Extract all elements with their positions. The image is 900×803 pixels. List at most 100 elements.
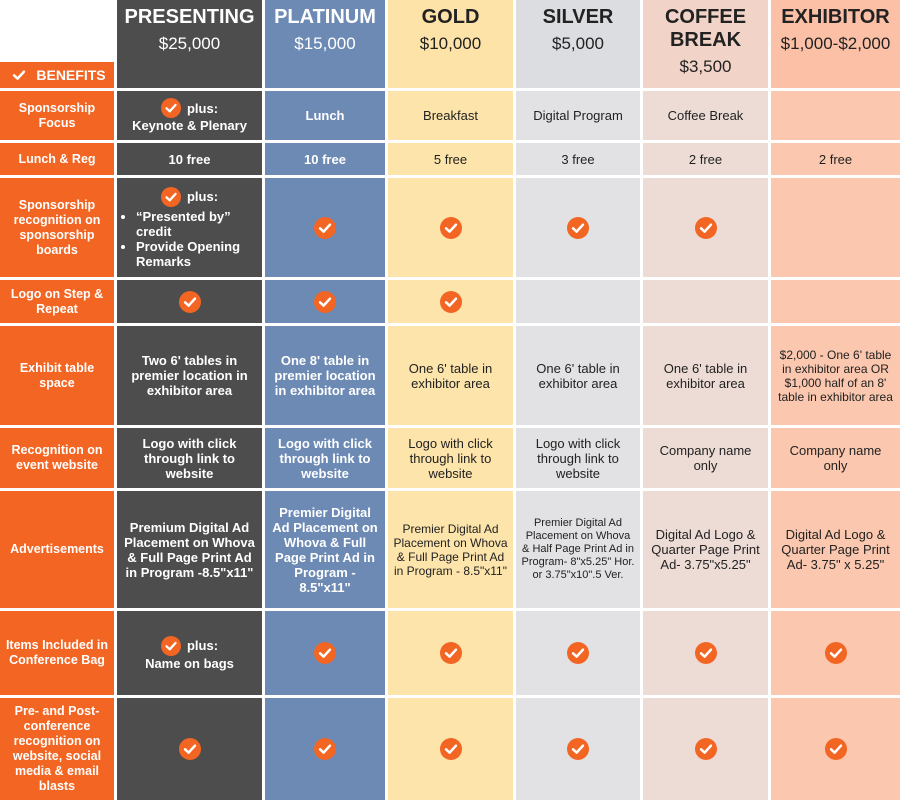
benefits-row: BENEFITS [8, 64, 106, 86]
benefits-header: BENEFITS [0, 62, 114, 88]
cell: Logo with click through link to website [516, 428, 640, 488]
row-label: Exhibit table space [0, 326, 114, 425]
cell-text: plus: [186, 100, 219, 116]
column-header: SILVER $5,000 [516, 0, 640, 88]
cell: 2 free [643, 143, 768, 175]
check-icon [439, 642, 462, 664]
row-label: Lunch & Reg [0, 143, 114, 175]
tier-name: GOLD [421, 6, 480, 28]
cell: One 8' table in premier location in exhi… [265, 326, 385, 425]
check-icon [824, 642, 847, 664]
column-header: EXHIBITOR $1,000-$2,000 [771, 0, 900, 88]
cell-text: plus: [186, 638, 219, 653]
check-icon [439, 290, 462, 313]
tier-price: $25,000 [158, 34, 221, 53]
cell: Two 6' tables in premier location in exh… [117, 326, 262, 425]
check-icon [160, 186, 181, 207]
cell [643, 178, 768, 277]
cell [771, 280, 900, 323]
cell-text: plus: [186, 189, 219, 204]
cell [643, 280, 768, 323]
check-icon [314, 290, 336, 313]
cell [265, 280, 385, 323]
cell: 5 free [388, 143, 513, 175]
cell: Premium Digital Ad Placement on Whova & … [117, 491, 262, 608]
cell: One 6' table in exhibitor area [516, 326, 640, 425]
check-icon [439, 738, 462, 760]
cell: Logo with click through link to website [265, 428, 385, 488]
tier-price: $3,500 [679, 57, 732, 76]
cell [516, 611, 640, 695]
check-icon [178, 738, 201, 760]
tier-price: $15,000 [294, 34, 356, 53]
cell: Company name only [643, 428, 768, 488]
check-icon [694, 216, 717, 239]
cell: Premier Digital Ad Placement on Whova & … [265, 491, 385, 608]
row-label: Pre- and Post-conference recognition on … [0, 698, 114, 800]
bullet: “Presented by” credit [136, 209, 257, 239]
cell: 10 free [265, 143, 385, 175]
cell-text: Name on bags [145, 655, 234, 671]
cell [388, 280, 513, 323]
check-icon [439, 216, 462, 239]
cell: One 6' table in exhibitor area [388, 326, 513, 425]
cell: 3 free [516, 143, 640, 175]
cell: Breakfast [388, 91, 513, 140]
check-icon [824, 738, 847, 760]
check-icon [567, 216, 589, 239]
check-icon [314, 642, 336, 664]
check-icon [694, 738, 717, 760]
cell: One 6' table in exhibitor area [643, 326, 768, 425]
check-icon [314, 738, 336, 760]
tier-name: SILVER [542, 6, 614, 28]
cell: Digital Ad Logo & Quarter Page Print Ad-… [771, 491, 900, 608]
cell: plus: “Presented by” creditProvide Openin… [117, 178, 262, 277]
tier-price: $10,000 [419, 34, 482, 53]
cell: Digital Ad Logo & Quarter Page Print Ad-… [643, 491, 768, 608]
tier-name: COFFEE BREAK [664, 6, 747, 51]
check-line: plus: [160, 635, 219, 656]
cell-text: Keynote & Plenary [132, 118, 247, 133]
check-icon [8, 64, 31, 86]
cell: 2 free [771, 143, 900, 175]
tier-price: $1,000-$2,000 [780, 34, 891, 53]
cell [771, 178, 900, 277]
cell [771, 698, 900, 800]
check-icon [314, 216, 336, 239]
cell: plus: Keynote & Plenary [117, 91, 262, 140]
cell [771, 91, 900, 140]
cell [388, 698, 513, 800]
check-icon [567, 738, 589, 760]
row-label: Advertisements [0, 491, 114, 608]
cell [117, 280, 262, 323]
tier-name: EXHIBITOR [781, 6, 890, 28]
check-icon [694, 642, 717, 664]
column-header: GOLD $10,000 [388, 0, 513, 88]
cell: Premier Digital Ad Placement on Whova & … [516, 491, 640, 608]
cell [516, 280, 640, 323]
row-label: Sponsorship Focus [0, 91, 114, 140]
cell [265, 611, 385, 695]
cell [516, 178, 640, 277]
tier-name: PLATINUM [274, 6, 376, 28]
cell [265, 698, 385, 800]
bullet-list: “Presented by” creditProvide Opening Rem… [122, 209, 257, 269]
column-header: PLATINUM $15,000 [265, 0, 385, 88]
cell: Lunch [265, 91, 385, 140]
cell [265, 178, 385, 277]
check-icon [160, 635, 181, 656]
check-line: plus: [160, 186, 219, 207]
row-label: Items Included in Conference Bag [0, 611, 114, 695]
cell: Logo with click through link to website [388, 428, 513, 488]
cell [388, 178, 513, 277]
cell [643, 698, 768, 800]
check-icon [567, 642, 589, 664]
row-label: Sponsorship recognition on sponsorship b… [0, 178, 114, 277]
benefits-label: BENEFITS [36, 66, 106, 83]
cell: plus: Name on bags [117, 611, 262, 695]
cell: Coffee Break [643, 91, 768, 140]
cell: Logo with click through link to website [117, 428, 262, 488]
tier-name: PRESENTING [124, 6, 255, 28]
row-label: Logo on Step & Repeat [0, 280, 114, 323]
